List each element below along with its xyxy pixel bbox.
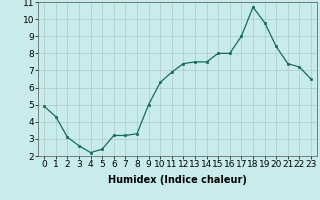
X-axis label: Humidex (Indice chaleur): Humidex (Indice chaleur)	[108, 175, 247, 185]
